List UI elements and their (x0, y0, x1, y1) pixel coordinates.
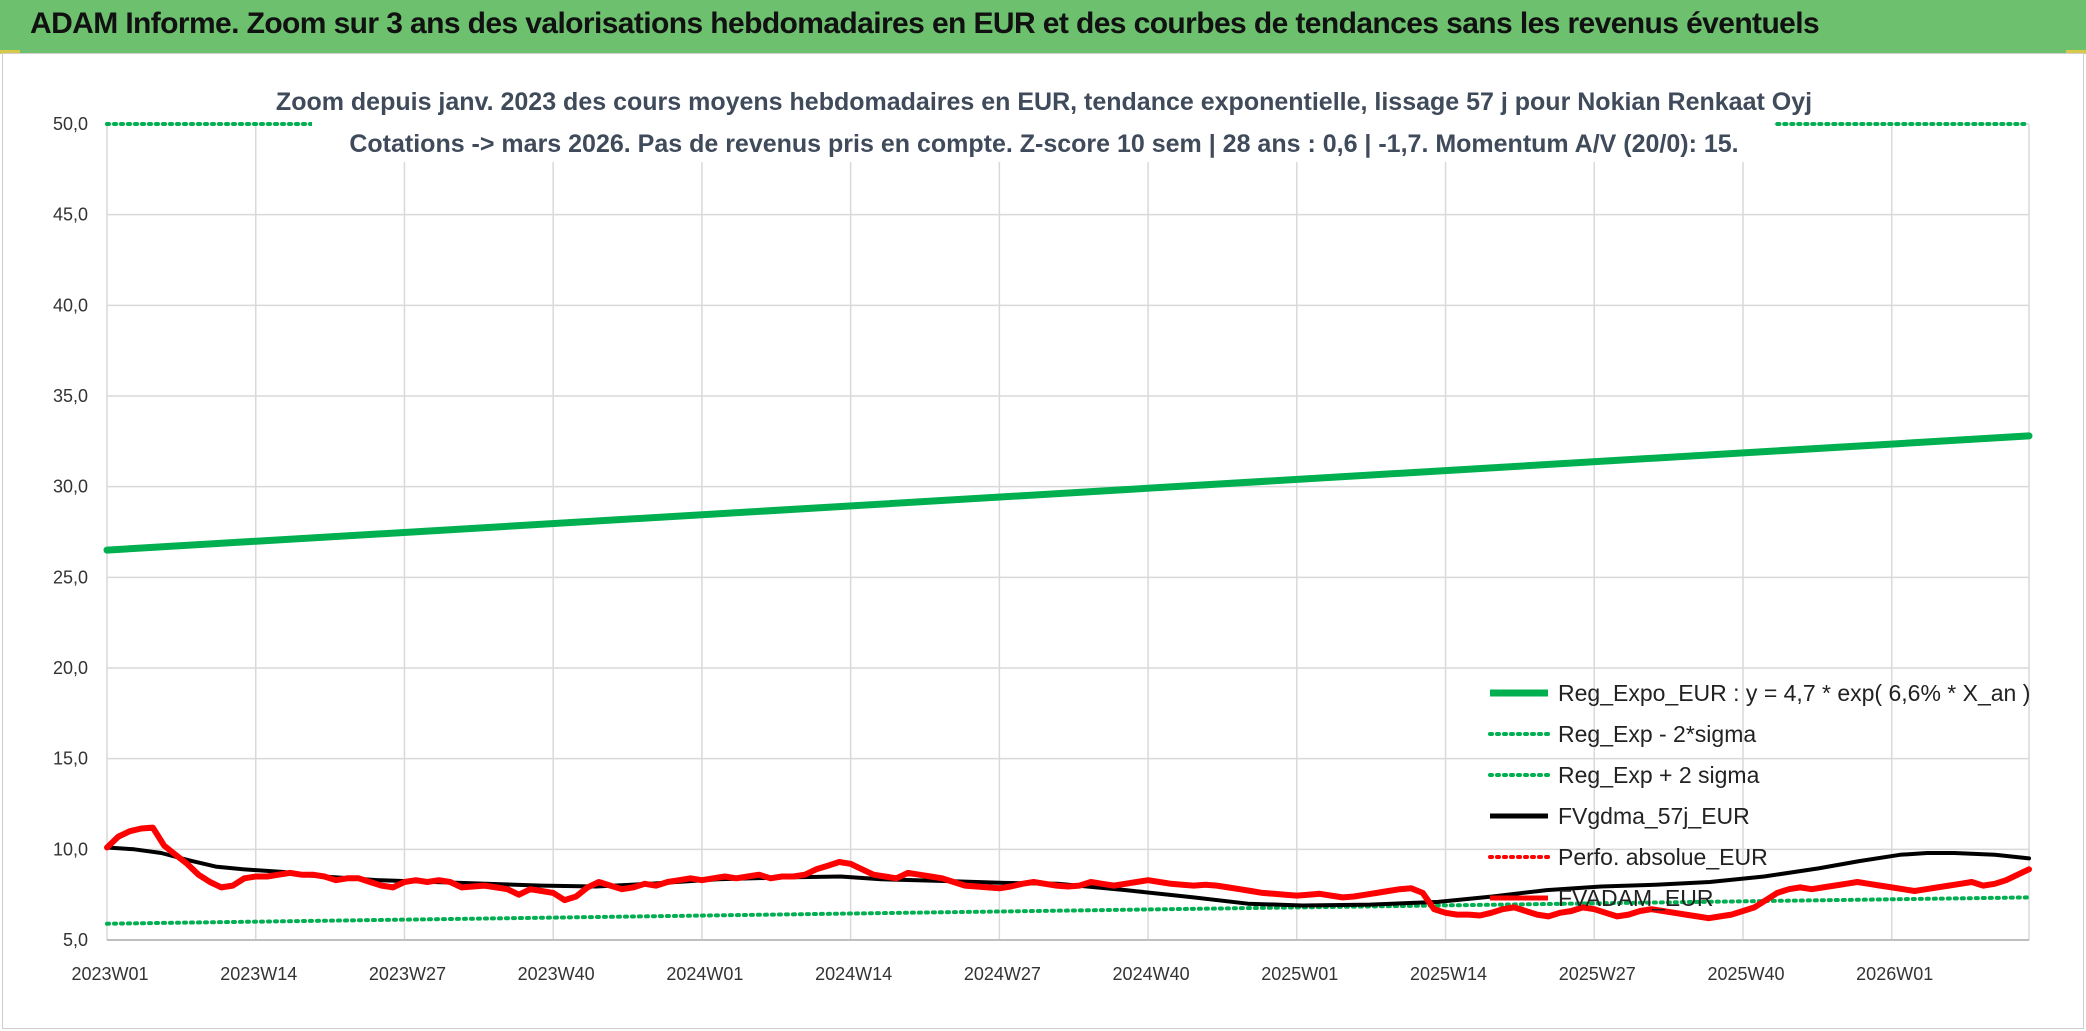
y-tick-label: 50,0 (53, 114, 88, 134)
x-tick-label: 2023W01 (71, 964, 148, 984)
series-line (103, 432, 2033, 554)
y-tick-label: 35,0 (53, 386, 88, 406)
title-background (312, 80, 1774, 162)
chart-frame (2, 53, 2084, 1029)
x-tick-label: 2024W40 (1113, 964, 1190, 984)
y-tick-label: 40,0 (53, 295, 88, 315)
series-line (104, 824, 2032, 922)
y-axis-ticks: 5,0 10,0 15,0 20,0 25,0 30,0 35,0 40,0 45,0 50,0 (53, 114, 88, 950)
report-banner (0, 0, 2086, 53)
chart-subtitle: Cotations -> mars 2026. Pas de revenus p… (349, 130, 1738, 158)
legend-entry: FVADAM_EUR (1558, 885, 1714, 911)
report-title: ADAM Informe. Zoom sur 3 ans des valoris… (30, 7, 1820, 40)
y-tick-label: 45,0 (53, 205, 88, 225)
banner-accent-right (2066, 50, 2086, 54)
x-tick-label: 2023W27 (369, 964, 446, 984)
x-tick-label: 2025W14 (1410, 964, 1487, 984)
x-axis-ticks: 2023W01 2023W14 2023W27 2023W40 2024W01 2024W… (71, 964, 1933, 984)
x-tick-label: 2025W40 (1707, 964, 1784, 984)
y-tick-label: 25,0 (53, 567, 88, 587)
legend-entry: Reg_Exp + 2 sigma (1558, 762, 1760, 788)
x-tick-label: 2023W40 (518, 964, 595, 984)
chart-title: Zoom depuis janv. 2023 des cours moyens … (276, 88, 1812, 116)
y-tick-label: 15,0 (53, 749, 88, 769)
x-tick-label: 2024W14 (815, 964, 892, 984)
legend-entry: Perfo. absolue_EUR (1558, 844, 1768, 870)
y-tick-label: 10,0 (53, 839, 88, 859)
y-tick-label: 30,0 (53, 477, 88, 497)
x-tick-label: 2025W27 (1559, 964, 1636, 984)
legend: Reg_Expo_EUR : y = 4,7 * exp( 6,6% * X_a… (1488, 680, 2030, 911)
legend-entry: Reg_Exp - 2*sigma (1558, 721, 1756, 747)
y-tick-label: 5,0 (63, 930, 88, 950)
legend-entry: Reg_Expo_EUR : y = 4,7 * exp( 6,6% * X_a… (1558, 680, 2030, 706)
x-tick-label: 2025W01 (1261, 964, 1338, 984)
x-tick-label: 2023W14 (220, 964, 297, 984)
x-tick-label: 2024W01 (666, 964, 743, 984)
banner-accent-left (0, 50, 20, 54)
x-tick-label: 2026W01 (1856, 964, 1933, 984)
y-tick-label: 20,0 (53, 658, 88, 678)
series-lines (103, 122, 2033, 926)
x-tick-label: 2024W27 (964, 964, 1041, 984)
legend-entry: FVgdma_57j_EUR (1558, 803, 1750, 829)
series-line (105, 895, 2031, 926)
